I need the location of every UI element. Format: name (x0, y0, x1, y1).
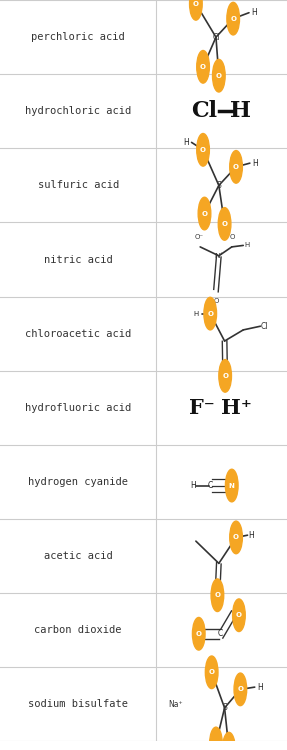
Text: O: O (233, 164, 239, 170)
Text: O: O (216, 73, 222, 79)
Circle shape (205, 656, 218, 688)
Text: O⁻: O⁻ (194, 233, 203, 239)
Text: O: O (214, 592, 220, 598)
Text: H⁺: H⁺ (221, 398, 251, 418)
Circle shape (226, 470, 238, 502)
Circle shape (204, 297, 217, 330)
Text: O⁻: O⁻ (212, 741, 220, 746)
Text: H: H (252, 159, 258, 168)
Text: O: O (207, 310, 213, 316)
Text: H: H (251, 8, 257, 17)
Circle shape (211, 579, 224, 611)
Text: H: H (257, 682, 263, 692)
Text: O: O (222, 221, 228, 227)
Text: O: O (222, 373, 228, 379)
Text: H: H (190, 481, 196, 490)
Text: H: H (230, 100, 251, 122)
Text: C: C (218, 629, 223, 638)
Text: N⁺: N⁺ (214, 253, 224, 259)
Text: O: O (200, 147, 206, 153)
Text: O: O (226, 746, 232, 750)
Text: Cl: Cl (261, 322, 269, 331)
Text: sulfuric acid: sulfuric acid (38, 181, 119, 190)
Circle shape (223, 732, 235, 750)
Circle shape (212, 59, 225, 92)
Text: hydrogen cyanide: hydrogen cyanide (28, 477, 128, 487)
Circle shape (234, 673, 247, 706)
Text: C: C (208, 481, 213, 490)
Text: O: O (230, 233, 235, 239)
Text: sodium bisulfate: sodium bisulfate (28, 699, 128, 709)
Text: O: O (230, 16, 236, 22)
Text: O: O (237, 686, 243, 692)
Circle shape (189, 0, 202, 20)
Text: Cl: Cl (191, 100, 218, 122)
Text: nitric acid: nitric acid (44, 254, 113, 265)
Text: O: O (209, 669, 215, 675)
Text: O: O (193, 1, 199, 7)
Text: N: N (229, 482, 235, 488)
Circle shape (219, 359, 231, 392)
Circle shape (197, 50, 209, 83)
Text: carbon dioxide: carbon dioxide (34, 625, 122, 635)
Text: chloroacetic acid: chloroacetic acid (25, 328, 131, 338)
Text: O: O (200, 64, 206, 70)
Circle shape (197, 134, 209, 166)
Text: Na⁺: Na⁺ (168, 700, 182, 709)
Circle shape (230, 521, 242, 554)
Circle shape (233, 599, 245, 632)
Circle shape (230, 151, 242, 183)
Text: Cl: Cl (212, 33, 220, 42)
Text: hydrochloric acid: hydrochloric acid (25, 106, 131, 116)
Circle shape (198, 197, 211, 230)
Text: O: O (213, 298, 219, 304)
Text: F⁻: F⁻ (189, 398, 214, 418)
Text: hydrofluoric acid: hydrofluoric acid (25, 403, 131, 412)
Text: O: O (201, 211, 208, 217)
Circle shape (192, 617, 205, 650)
Circle shape (227, 2, 239, 35)
Text: O: O (236, 612, 242, 618)
Text: H: H (245, 242, 250, 248)
Text: O: O (196, 631, 202, 637)
Text: H: H (194, 310, 199, 316)
Text: S: S (222, 704, 227, 712)
Text: S: S (216, 181, 221, 190)
Text: acetic acid: acetic acid (44, 551, 113, 561)
Text: H: H (249, 531, 255, 540)
Text: O: O (233, 535, 239, 541)
Text: H: H (183, 138, 189, 147)
Circle shape (210, 728, 222, 750)
Circle shape (218, 208, 231, 240)
Text: perchloric acid: perchloric acid (31, 32, 125, 42)
